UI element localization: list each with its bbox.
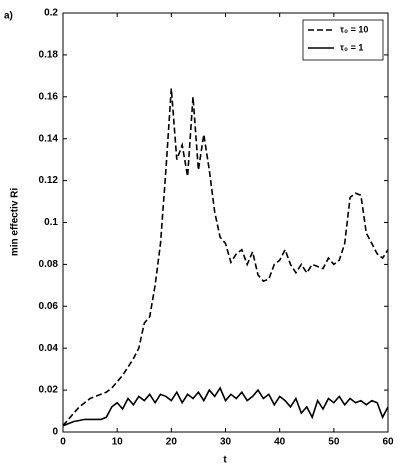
- y-tick-label: 0.2: [44, 8, 58, 19]
- legend-box: [302, 19, 384, 61]
- x-tick-label: 60: [382, 437, 394, 448]
- x-tick-label: 50: [328, 437, 340, 448]
- y-tick-label: 0.1: [44, 217, 58, 228]
- y-tick-label: 0.06: [39, 301, 59, 312]
- x-tick-label: 10: [112, 437, 124, 448]
- y-tick-label: 0.18: [39, 50, 59, 61]
- data-line: [62, 88, 389, 427]
- y-tick-label: 0.12: [39, 175, 59, 186]
- x-tick-label: 30: [220, 437, 232, 448]
- y-tick-label: 0.04: [39, 343, 59, 354]
- x-tick-label: 20: [166, 437, 178, 448]
- data-line: [62, 386, 389, 427]
- x-tick-label: 40: [274, 437, 286, 448]
- x-axis-label: t: [223, 455, 227, 466]
- y-tick-label: 0.16: [39, 91, 59, 102]
- legend-label: τ₀ = 1: [340, 42, 363, 52]
- y-tick-label: 0.08: [39, 259, 59, 270]
- panel-label: a): [4, 11, 13, 22]
- y-axis-label: min effectiv Ri: [10, 188, 21, 257]
- y-tick-label: 0.02: [39, 385, 59, 396]
- legend-label: τ₀ = 10: [340, 24, 368, 34]
- y-tick-label: 0.14: [39, 133, 59, 144]
- x-tick-label: 0: [60, 437, 66, 448]
- plot-frame: [62, 12, 389, 433]
- y-tick-label: 0: [52, 427, 58, 438]
